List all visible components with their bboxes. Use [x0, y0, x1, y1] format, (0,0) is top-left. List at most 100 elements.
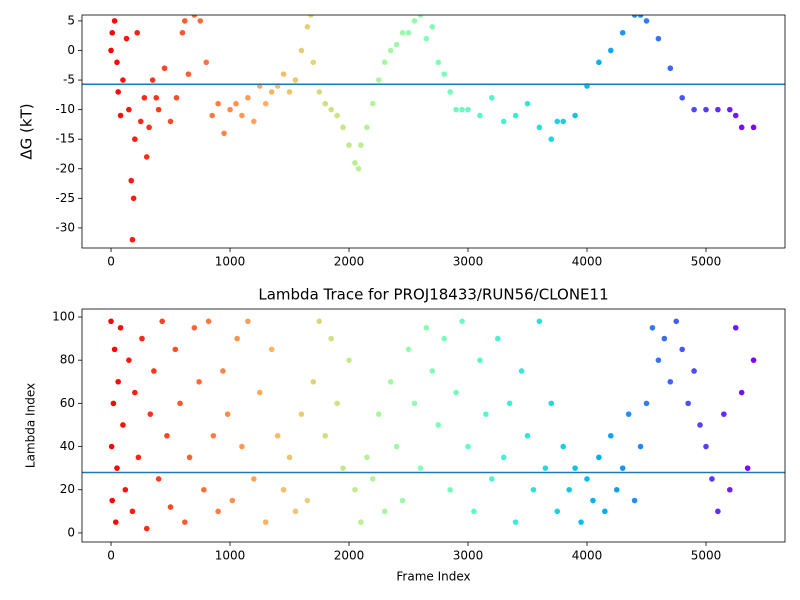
plot-area	[108, 318, 757, 532]
point	[596, 454, 602, 461]
point	[578, 519, 584, 525]
point	[128, 177, 135, 184]
point	[322, 432, 329, 439]
point	[691, 106, 697, 113]
point	[334, 112, 340, 119]
point	[411, 400, 418, 407]
point	[631, 15, 638, 18]
point	[679, 346, 685, 353]
point	[115, 378, 121, 385]
point	[500, 118, 507, 125]
point	[120, 422, 126, 428]
point	[554, 118, 561, 125]
point	[115, 89, 121, 95]
point	[572, 465, 578, 471]
point	[126, 357, 132, 363]
point	[726, 106, 733, 113]
point	[709, 476, 715, 482]
point	[655, 357, 662, 363]
point	[310, 378, 317, 385]
point	[685, 400, 691, 407]
point	[328, 106, 334, 113]
point	[215, 508, 221, 515]
plot-area	[108, 15, 757, 243]
point	[423, 35, 430, 42]
point	[167, 504, 174, 510]
point	[560, 118, 567, 125]
point	[161, 65, 168, 72]
x-tick-label: 4000	[572, 255, 603, 269]
point	[506, 400, 513, 407]
point	[111, 346, 118, 353]
point	[596, 59, 602, 66]
point	[667, 378, 674, 385]
point	[251, 476, 257, 482]
y-tick-label: 0	[67, 525, 75, 539]
point	[191, 15, 198, 18]
point	[239, 112, 245, 119]
point	[141, 94, 148, 101]
point	[173, 94, 180, 101]
point	[703, 106, 709, 113]
y-tick-label: -15	[55, 132, 75, 146]
point	[155, 106, 162, 113]
point	[590, 497, 596, 504]
point	[122, 486, 129, 493]
x-tick-label: 0	[107, 255, 115, 269]
point	[732, 112, 739, 119]
point	[298, 47, 305, 54]
point	[292, 508, 299, 515]
point	[477, 112, 483, 119]
point	[703, 443, 709, 450]
point	[750, 357, 757, 363]
point	[459, 318, 465, 325]
point	[435, 59, 442, 66]
point	[465, 443, 471, 450]
point	[512, 519, 519, 525]
point	[441, 335, 448, 342]
axes-frame	[81, 308, 786, 543]
point	[619, 465, 626, 471]
point	[375, 411, 382, 417]
point	[613, 486, 620, 493]
point	[364, 124, 370, 131]
point	[387, 47, 394, 54]
y-tick-label: 5	[67, 13, 75, 27]
y-tick-label: -10	[55, 102, 75, 116]
point	[661, 335, 668, 342]
point	[268, 89, 275, 95]
x-axis-label: Frame Index	[396, 570, 470, 584]
point	[560, 443, 567, 450]
point	[151, 368, 157, 374]
point	[109, 29, 116, 36]
point	[292, 77, 299, 83]
point	[201, 486, 207, 493]
point	[245, 94, 251, 101]
point	[280, 486, 287, 493]
point	[186, 454, 193, 461]
point	[352, 160, 358, 166]
point	[358, 142, 364, 148]
point	[316, 89, 323, 95]
point	[233, 100, 239, 107]
point	[679, 94, 685, 101]
point	[721, 411, 727, 417]
point	[512, 112, 519, 119]
point	[132, 389, 138, 396]
point	[229, 497, 236, 504]
point	[215, 100, 221, 107]
point	[310, 59, 317, 66]
point	[308, 15, 314, 18]
point	[715, 106, 721, 113]
point	[129, 508, 136, 515]
point	[542, 465, 549, 471]
point	[120, 77, 126, 83]
point	[132, 136, 138, 142]
point	[649, 324, 656, 331]
point	[358, 519, 364, 525]
point	[584, 476, 590, 482]
point	[548, 400, 555, 407]
y-axis-label: ΔG (kT)	[18, 103, 36, 159]
point	[251, 118, 257, 125]
y-axis-label: Lambda Index	[24, 383, 38, 468]
